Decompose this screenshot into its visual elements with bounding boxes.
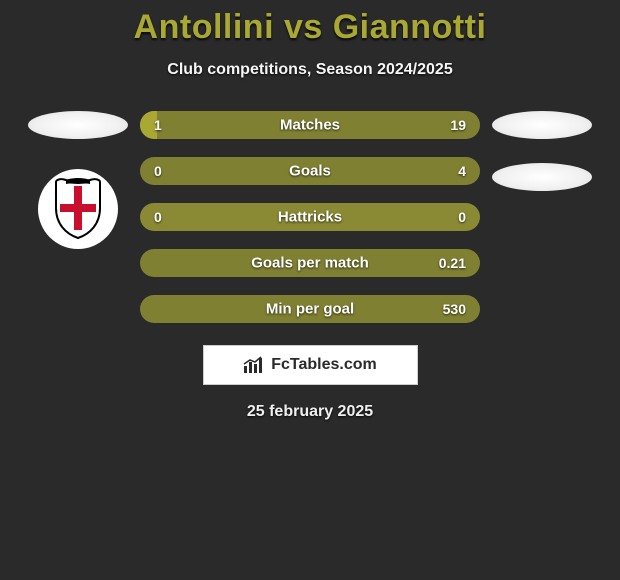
stat-bar: Hattricks 0 0 [140, 203, 480, 231]
right-player-column [492, 111, 592, 191]
stat-value-left: 1 [154, 117, 162, 133]
stat-value-right: 0.21 [439, 255, 466, 271]
club-badge-left [38, 169, 118, 249]
stat-label: Min per goal [266, 301, 354, 318]
stat-value-left: 0 [154, 163, 162, 179]
player-photo-placeholder-right-2 [492, 163, 592, 191]
content-row: Matches 1 19 Goals 0 4 Hattricks 0 0 Goals per ma… [0, 111, 620, 323]
stat-bar: Goals per match 0.21 [140, 249, 480, 277]
source-badge: FcTables.com [203, 345, 418, 385]
stat-value-left: 0 [154, 209, 162, 225]
stat-bar: Goals 0 4 [140, 157, 480, 185]
player-photo-placeholder-right-1 [492, 111, 592, 139]
player-photo-placeholder-left [28, 111, 128, 139]
stat-value-right: 0 [458, 209, 466, 225]
stat-label: Hattricks [278, 209, 342, 226]
stat-value-right: 530 [443, 301, 466, 317]
barchart-icon [243, 356, 265, 374]
stat-label: Matches [280, 117, 340, 134]
stat-label: Goals [289, 163, 331, 180]
shield-icon [52, 178, 104, 240]
stat-bar: Matches 1 19 [140, 111, 480, 139]
comparison-infographic: Antollini vs Giannotti Club competitions… [0, 0, 620, 421]
stat-value-right: 4 [458, 163, 466, 179]
stat-bar: Min per goal 530 [140, 295, 480, 323]
snapshot-date: 25 february 2025 [0, 403, 620, 421]
stat-bars: Matches 1 19 Goals 0 4 Hattricks 0 0 Goals per ma… [140, 111, 480, 323]
source-brand-text: FcTables.com [271, 356, 377, 374]
page-title: Antollini vs Giannotti [0, 8, 620, 47]
left-player-column [28, 111, 128, 249]
stat-value-right: 19 [450, 117, 466, 133]
page-subtitle: Club competitions, Season 2024/2025 [0, 61, 620, 79]
stat-label: Goals per match [251, 255, 369, 272]
